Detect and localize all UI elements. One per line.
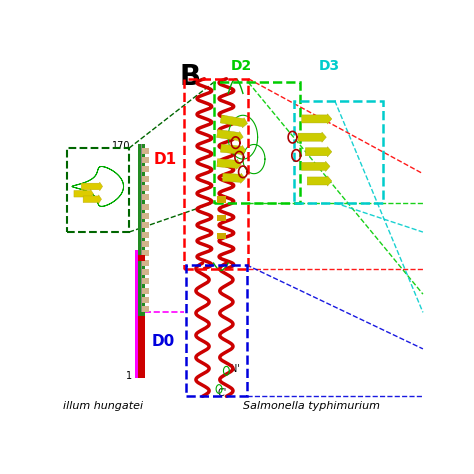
Bar	[217, 215, 227, 221]
FancyArrow shape	[305, 146, 332, 157]
FancyArrow shape	[307, 176, 332, 186]
Text: B: B	[179, 63, 200, 91]
Bar	[142, 260, 148, 266]
Bar	[142, 241, 148, 247]
Bar	[217, 196, 227, 203]
FancyArrow shape	[83, 195, 101, 204]
Text: D3: D3	[319, 59, 340, 73]
Text: D0: D0	[152, 334, 175, 349]
FancyArrow shape	[217, 159, 241, 169]
Bar	[142, 194, 148, 201]
Bar	[184, 79, 248, 269]
Bar	[142, 166, 148, 173]
Bar	[186, 265, 246, 396]
Bar	[142, 204, 148, 210]
Text: C': C'	[217, 388, 227, 398]
Bar	[142, 148, 148, 154]
Bar	[142, 288, 148, 294]
FancyArrow shape	[220, 115, 247, 128]
Text: Salmonella typhimurium: Salmonella typhimurium	[243, 401, 380, 411]
Text: 1: 1	[126, 371, 132, 381]
FancyArrow shape	[82, 182, 102, 191]
FancyArrow shape	[217, 129, 243, 142]
Text: illum hungatei: illum hungatei	[63, 401, 143, 411]
FancyArrow shape	[301, 114, 332, 124]
Text: N': N'	[230, 364, 240, 374]
Bar	[142, 213, 148, 219]
Bar	[142, 185, 148, 191]
Bar	[142, 176, 148, 182]
Bar	[142, 250, 148, 256]
FancyArrow shape	[222, 173, 245, 183]
Bar	[135, 250, 139, 378]
Bar	[142, 278, 148, 284]
Bar	[142, 306, 148, 312]
Bar	[142, 269, 148, 275]
FancyArrow shape	[74, 190, 93, 198]
Bar	[217, 233, 227, 239]
Bar	[294, 100, 383, 203]
Text: D1: D1	[154, 152, 177, 166]
Bar	[66, 148, 129, 232]
Bar	[142, 232, 148, 238]
Bar	[141, 145, 142, 312]
Bar	[138, 145, 145, 378]
Bar	[142, 297, 148, 303]
FancyArrow shape	[298, 132, 326, 142]
Bar	[213, 82, 300, 203]
Bar	[138, 316, 145, 378]
FancyArrow shape	[220, 144, 246, 155]
Bar	[142, 157, 148, 163]
Bar	[142, 222, 148, 228]
Bar	[138, 255, 145, 261]
Text: 170: 170	[112, 141, 131, 151]
Text: D2: D2	[230, 59, 252, 73]
FancyArrow shape	[302, 161, 330, 172]
